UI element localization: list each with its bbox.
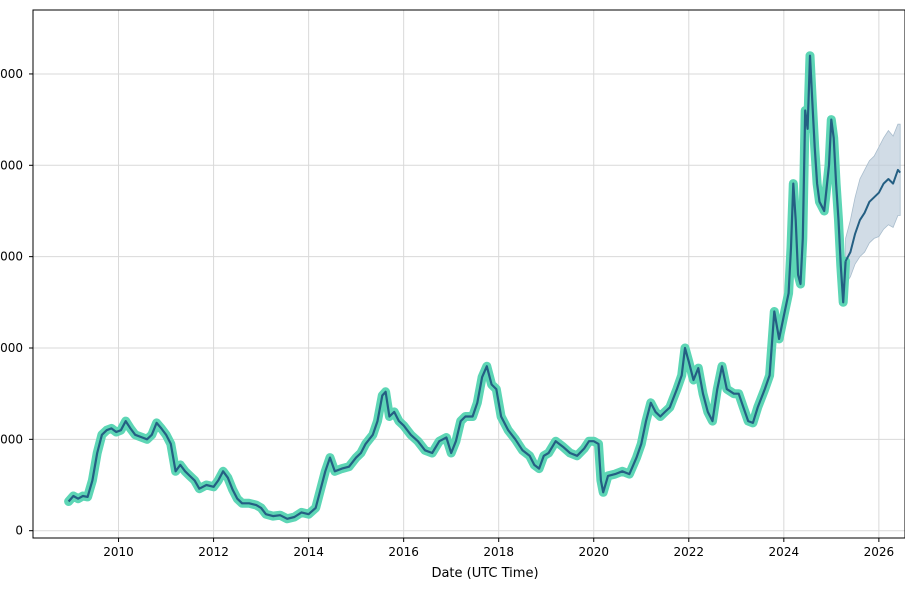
x-tick-label: 2024: [769, 545, 800, 559]
y-tick-label: 000: [0, 341, 23, 355]
y-tick-label: 000: [0, 250, 23, 264]
x-tick-label: 2010: [103, 545, 134, 559]
plot-frame: [32, 9, 905, 539]
y-tick-label: 0: [15, 524, 23, 538]
y-tick-label: 000: [0, 158, 23, 172]
x-tick-label: 2014: [293, 545, 324, 559]
history-line: [67, 54, 847, 520]
y-tick-label: 000: [0, 432, 23, 446]
x-tick-label: 2022: [674, 545, 705, 559]
data-layer: [64, 51, 901, 524]
grid-lines: [33, 10, 905, 538]
x-tick-label: 2020: [578, 545, 609, 559]
y-tick-label: 000: [0, 67, 23, 81]
x-axis: 2010 2012 2014 2016 2018 2020 2022 2024 2026: [103, 538, 894, 559]
x-tick-label: 2012: [198, 545, 229, 559]
history-band: [64, 51, 851, 524]
x-axis-label: Date (UTC Time): [431, 566, 538, 581]
forecast-line: [844, 168, 901, 262]
x-tick-label: 2026: [864, 545, 895, 559]
forecast-confidence-band: [845, 123, 901, 286]
x-tick-label: 2018: [483, 545, 514, 559]
x-tick-label: 2016: [388, 545, 419, 559]
